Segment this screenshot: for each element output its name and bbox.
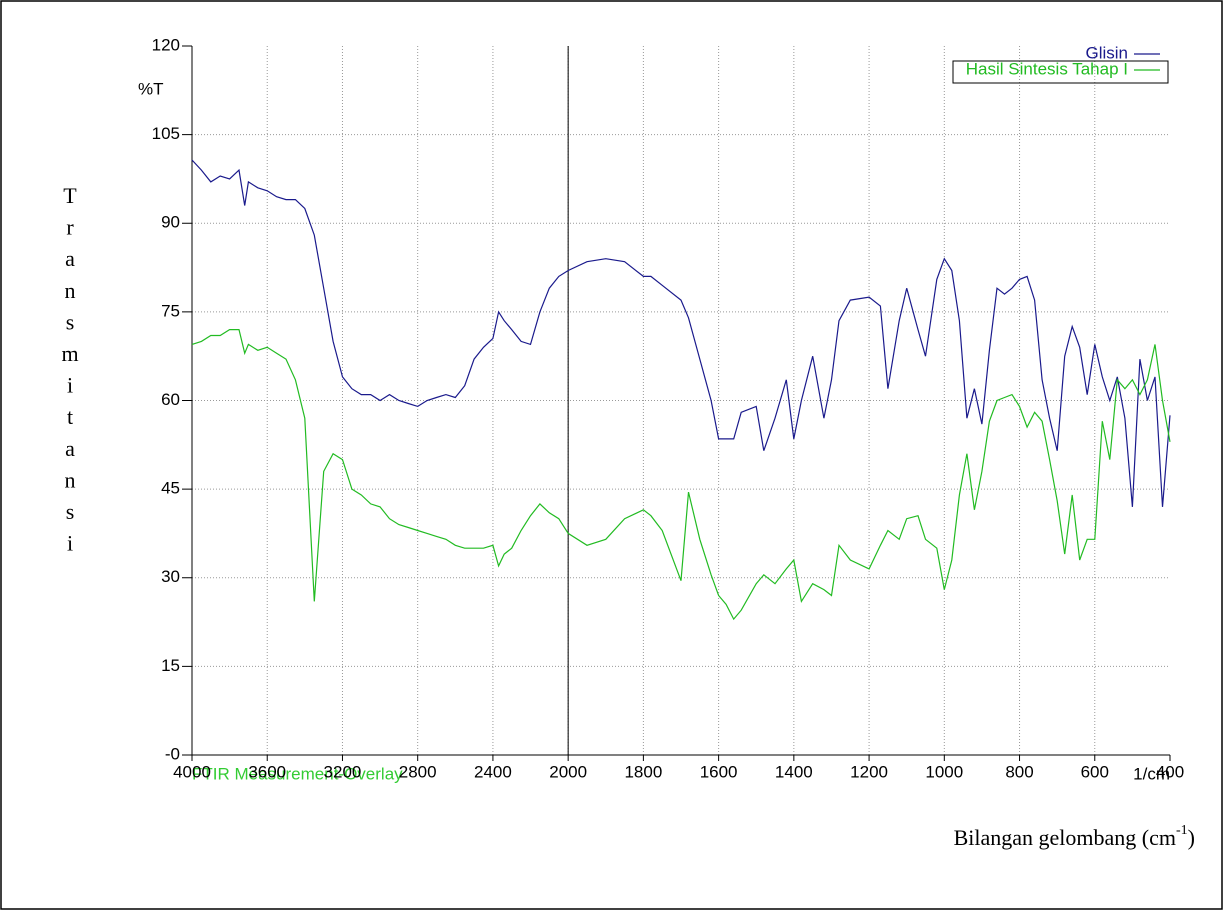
y-title-letter: s xyxy=(66,499,75,524)
x-title-main: Bilangan gelombang (cm xyxy=(954,825,1176,850)
x-tick-label: 1400 xyxy=(775,762,813,781)
legend-label: Hasil Sintesis Tahap I xyxy=(966,59,1128,78)
y-title-letter: t xyxy=(67,404,73,429)
y-title-letter: a xyxy=(65,436,75,461)
x-axis-title: Bilangan gelombang (cm-1) xyxy=(954,823,1195,850)
x-tick-label: 2400 xyxy=(474,762,512,781)
x-tick-label: 1800 xyxy=(624,762,662,781)
x-tick-label: 1600 xyxy=(700,762,738,781)
x-tick-label: 1200 xyxy=(850,762,888,781)
y-title-letter: n xyxy=(65,467,76,492)
y-title-letter: a xyxy=(65,246,75,271)
chart: Transmitansi %T 1/cm FTIR Measurement-Ov… xyxy=(0,0,1224,911)
x-tick-label: 600 xyxy=(1081,762,1109,781)
y-title-letter: s xyxy=(66,309,75,334)
x-tick-label: 3600 xyxy=(248,762,286,781)
y-tick-label: 60 xyxy=(161,390,180,409)
y-tick-label: 90 xyxy=(161,213,180,232)
y-tick-label: 120 xyxy=(152,35,180,54)
x-title-sup: -1 xyxy=(1176,823,1188,838)
x-tick-label: 2000 xyxy=(549,762,587,781)
caption: FTIR Measurement-Overlay xyxy=(192,764,403,783)
y-title-letter: n xyxy=(65,278,76,303)
x-tick-label: 1000 xyxy=(925,762,963,781)
y-title-letter: T xyxy=(63,183,77,208)
y-unit: %T xyxy=(138,79,164,98)
x-tick-label: 3200 xyxy=(324,762,362,781)
x-tick-label: 800 xyxy=(1005,762,1033,781)
y-title-letter: r xyxy=(66,215,74,240)
y-title-letter: i xyxy=(67,531,73,556)
x-tick-label: 2800 xyxy=(399,762,437,781)
x-tick-label: 4000 xyxy=(173,762,211,781)
y-tick-label: -0 xyxy=(165,744,180,763)
y-tick-label: 15 xyxy=(161,656,180,675)
y-tick-label: 75 xyxy=(161,301,180,320)
y-tick-label: 45 xyxy=(161,479,180,498)
x-title-end: ) xyxy=(1188,825,1195,850)
y-title-letter: m xyxy=(61,341,78,366)
x-tick-label: 400 xyxy=(1156,762,1184,781)
y-tick-label: 30 xyxy=(161,567,180,586)
y-title-letter: i xyxy=(67,373,73,398)
y-tick-label: 105 xyxy=(152,124,180,143)
